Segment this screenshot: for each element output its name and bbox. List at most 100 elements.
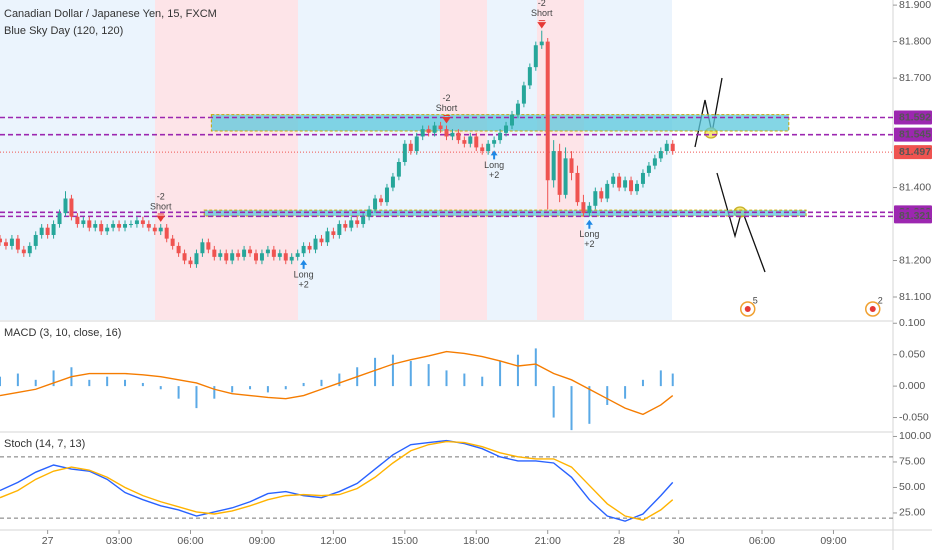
candle-body [623, 180, 628, 188]
candle-body [468, 136, 473, 144]
macd-title: MACD (3, 10, close, 16) [4, 327, 121, 339]
signal-arrow [300, 259, 308, 269]
y-tick-label: 25.00 [899, 507, 925, 519]
signal-kind: Short [436, 103, 458, 113]
candle-body [140, 220, 145, 225]
candle-body [33, 234, 38, 246]
candle-body [182, 253, 187, 261]
price-label: 81.321 [899, 210, 931, 222]
candle-body [128, 224, 133, 226]
y-tick-label: 81.100 [899, 291, 931, 303]
candle-body [319, 238, 324, 243]
candle-body [123, 224, 128, 228]
signal-kind: Long [579, 229, 599, 239]
candle-body [265, 249, 270, 254]
macd-bar [266, 386, 269, 393]
macd-bar [302, 382, 305, 387]
candle-body [21, 249, 26, 254]
macd-bar [284, 386, 287, 390]
candle-body [492, 140, 497, 144]
candle-body [456, 132, 461, 141]
stoch-title: Stoch (14, 7, 13) [4, 438, 85, 450]
candle-body [337, 224, 342, 235]
candle-body [331, 231, 336, 235]
candle-body [45, 227, 50, 235]
signal-qty: -2 [442, 93, 450, 103]
macd-bar [177, 386, 180, 399]
macd-bar [231, 386, 234, 393]
candle-body [170, 238, 175, 246]
macd-bar [52, 370, 55, 387]
signal-kind: Short [531, 8, 553, 18]
macd-bar [606, 386, 609, 405]
macd-bar [427, 364, 430, 387]
candle-body [664, 143, 669, 152]
macd-bar [106, 376, 109, 387]
candle-body [373, 198, 378, 210]
candle-body [200, 242, 205, 254]
candle-body [194, 253, 199, 265]
signal-qty: -2 [538, 0, 546, 8]
x-tick-label: 30 [673, 535, 685, 547]
candle-body [325, 231, 330, 243]
macd-bar [88, 379, 91, 387]
signal-arrow [156, 213, 166, 222]
signal-arrow [442, 115, 451, 124]
macd-bar [249, 386, 252, 390]
candle-body [569, 158, 574, 173]
candle-body [527, 67, 532, 86]
candle-body [384, 187, 389, 203]
candle-body [111, 224, 116, 228]
candle-body [75, 216, 80, 225]
signal-qty: +2 [298, 279, 308, 289]
y-tick-label: 81.800 [899, 35, 931, 47]
candle-body [396, 162, 401, 177]
candle-body [248, 249, 253, 254]
candle-body [313, 238, 318, 250]
candle-body [575, 172, 580, 203]
candle-body [355, 220, 360, 225]
price-label-box [894, 127, 932, 142]
stoch-line [0, 439, 674, 522]
candle-body [152, 227, 157, 232]
macd-bar [534, 348, 537, 387]
candle-body [259, 253, 264, 261]
macd-bar [141, 382, 144, 387]
candle-body [349, 220, 354, 228]
candle-body [99, 224, 104, 232]
macd-bar [659, 370, 662, 387]
candle-body [69, 198, 74, 217]
candle-body [105, 227, 110, 232]
x-tick-label: 09:00 [249, 535, 275, 547]
signal-arrow [490, 150, 498, 160]
candle-body [563, 158, 568, 195]
price-label-box [894, 209, 932, 224]
price-label-box [894, 145, 932, 160]
y-tick-label: 81.700 [899, 72, 931, 84]
candle-body [581, 202, 586, 214]
candle-body [271, 249, 276, 257]
macd-bar [445, 370, 448, 387]
x-tick-label: 18:00 [463, 535, 489, 547]
candle-body [533, 45, 538, 68]
projection-drawings [694, 77, 766, 273]
candle-body [224, 253, 229, 261]
candle-body [158, 227, 163, 232]
candle-body [63, 198, 68, 214]
signal-line [0, 350, 674, 416]
y-tick-label: -0.050 [899, 411, 929, 423]
stoch-line [0, 440, 674, 521]
event-count: 2 [878, 295, 883, 305]
candle-body [361, 216, 366, 225]
x-tick-label: 28 [613, 535, 625, 547]
session-band [0, 0, 155, 320]
signal-arrow [585, 219, 593, 229]
price-label: 81.497 [899, 146, 931, 158]
event-count: 5 [753, 295, 758, 305]
candle-body [289, 256, 294, 261]
candle-body [176, 245, 181, 254]
candle-body [164, 227, 169, 239]
candle-body [230, 253, 235, 261]
candle-body [379, 198, 384, 203]
price-label-box [894, 110, 932, 125]
